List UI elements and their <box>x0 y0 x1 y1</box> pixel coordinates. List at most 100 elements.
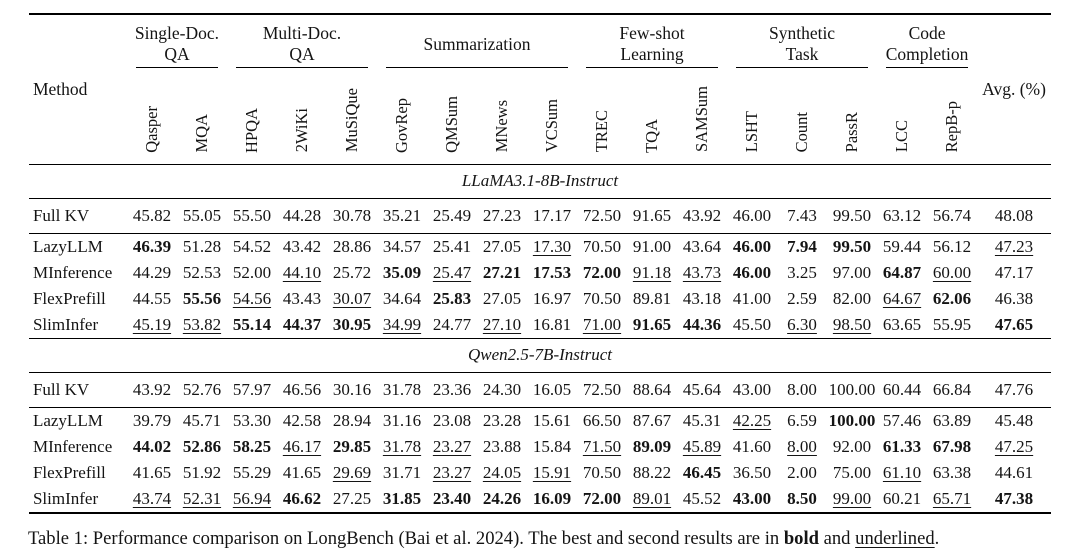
method-name: SlimInfer <box>32 314 99 334</box>
benchmark-label: PassR <box>841 112 861 153</box>
benchmark-label: QMSum <box>441 95 461 153</box>
value-cell: 71.50 <box>582 436 622 456</box>
value-cell: 3.25 <box>787 262 817 282</box>
value-cell: 28.86 <box>332 236 372 256</box>
value-cell: 62.06 <box>932 288 972 308</box>
value-cell: 47.38 <box>977 485 1052 514</box>
value-cell: 16.97 <box>532 288 572 308</box>
results-table: Method Single-Doc. QA Multi-Doc. QA Summari… <box>28 13 1052 514</box>
value-cell: 29.85 <box>332 436 372 456</box>
value-cell: 65.71 <box>927 485 978 514</box>
value-cell: 82.00 <box>832 288 872 308</box>
value-cell: 31.85 <box>376 485 427 514</box>
result-row: SlimInfer 43.74 52.31 56.94 46.62 27.25 31.85 2… <box>28 485 1052 514</box>
task-group-header: Code Completion <box>877 14 977 68</box>
value-cell: 23.08 <box>432 410 472 430</box>
value-cell: 44.36 <box>682 314 722 334</box>
value-cell: 72.00 <box>582 262 622 282</box>
result-row: LazyLLM 39.79 45.71 53.30 42.58 28.94 31.16 23.… <box>29 407 1051 434</box>
value-cell: 72.50 <box>576 198 627 234</box>
value-cell: 51.28 <box>182 236 222 256</box>
method-name: Full KV <box>28 198 127 234</box>
benchmark-column-header: SAMSum <box>676 68 728 165</box>
value-cell: 97.00 <box>832 262 872 282</box>
value-cell: 27.10 <box>482 314 522 334</box>
value-cell: 30.16 <box>326 372 377 408</box>
value-cell: 6.59 <box>787 410 817 430</box>
value-cell: 91.00 <box>632 236 672 256</box>
caption-text-mid: and <box>818 527 856 549</box>
caption-text-suffix: . <box>934 527 940 549</box>
value-cell: 45.31 <box>682 410 722 430</box>
avg-column-header: Avg. (%) <box>977 14 1052 165</box>
value-cell: 46.00 <box>732 236 772 256</box>
value-cell: 16.81 <box>532 314 572 334</box>
value-cell: 55.29 <box>232 462 272 482</box>
value-cell: 35.21 <box>376 198 427 234</box>
value-cell: 39.79 <box>132 410 172 430</box>
model-section-title: LLaMA3.1-8B-Instruct <box>28 163 1052 199</box>
value-cell: 43.00 <box>727 372 778 408</box>
value-cell: 72.50 <box>576 372 627 408</box>
task-group-label: Multi-Doc. QA <box>262 23 342 64</box>
value-cell: 15.84 <box>532 436 572 456</box>
value-cell: 44.02 <box>132 436 172 456</box>
value-cell: 52.53 <box>182 262 222 282</box>
value-cell: 100.00 <box>828 410 876 430</box>
value-cell: 99.50 <box>827 198 878 234</box>
value-cell: 51.92 <box>182 462 222 482</box>
value-cell: 16.09 <box>526 485 577 514</box>
result-row: MInference 44.02 52.86 58.25 46.17 29.85 31.78… <box>29 434 1051 460</box>
benchmark-label: SAMSum <box>691 86 711 153</box>
benchmark-column-header: HPQA <box>226 68 277 165</box>
model-section-title-row: Qwen2.5-7B-Instruct <box>28 337 1052 373</box>
group-rule <box>135 67 218 68</box>
value-cell: 31.16 <box>382 410 422 430</box>
value-cell: 30.07 <box>332 288 372 308</box>
task-group-header: Synthetic Task <box>727 14 877 68</box>
value-cell: 70.50 <box>582 236 622 256</box>
value-cell: 8.00 <box>777 372 828 408</box>
value-cell: 43.00 <box>727 485 778 514</box>
value-cell: 53.30 <box>232 410 272 430</box>
value-cell: 35.09 <box>382 262 422 282</box>
group-rule <box>235 67 368 68</box>
benchmark-header-row: Qasper MQA HPQA 2WiKi MuSiQue GovRep QMSum MNew… <box>29 68 1051 165</box>
task-group-label: Code Completion <box>885 23 969 64</box>
value-cell: 31.71 <box>382 462 422 482</box>
model-section-title-row: LLaMA3.1-8B-Instruct <box>28 163 1052 199</box>
benchmark-column-header: QMSum <box>426 68 477 165</box>
result-row: SlimInfer 45.19 53.82 55.14 44.37 30.95 34.99 2… <box>29 312 1051 339</box>
value-cell: 55.95 <box>932 314 972 334</box>
benchmark-column-header: PassR <box>827 68 878 165</box>
caption-bold-word: bold <box>783 527 819 549</box>
benchmark-column-header: LSHT <box>727 68 778 165</box>
benchmark-label: RepB-p <box>941 101 961 153</box>
value-cell: 44.55 <box>132 288 172 308</box>
model-section: Qwen2.5-7B-Instruct Full KV 43.92 52.76 57.9… <box>28 337 1052 514</box>
value-cell: 25.41 <box>432 236 472 256</box>
method-name: LazyLLM <box>32 410 103 430</box>
value-cell: 70.50 <box>582 288 622 308</box>
value-cell: 6.30 <box>787 314 817 334</box>
value-cell: 54.56 <box>232 288 272 308</box>
value-cell: 63.38 <box>932 462 972 482</box>
benchmark-label: Count <box>791 112 811 153</box>
benchmark-column-header: Qasper <box>126 68 177 165</box>
value-cell: 25.47 <box>432 262 472 282</box>
value-cell: 23.40 <box>426 485 477 514</box>
value-cell: 46.00 <box>727 198 778 234</box>
value-cell: 45.52 <box>676 485 728 514</box>
value-cell: 99.50 <box>832 236 872 256</box>
task-group-header: Few-shot Learning <box>577 14 727 68</box>
model-section-title: Qwen2.5-7B-Instruct <box>28 337 1052 373</box>
value-cell: 60.21 <box>877 485 928 514</box>
value-cell: 57.46 <box>882 410 922 430</box>
value-cell: 27.21 <box>482 262 522 282</box>
value-cell: 45.82 <box>126 198 177 234</box>
value-cell: 47.17 <box>994 262 1034 282</box>
value-cell: 55.05 <box>176 198 227 234</box>
value-cell: 25.72 <box>332 262 372 282</box>
benchmark-label: LCC <box>891 120 911 153</box>
value-cell: 44.29 <box>132 262 172 282</box>
